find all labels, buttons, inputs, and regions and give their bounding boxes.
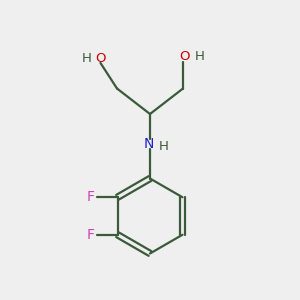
Text: H: H <box>159 140 168 154</box>
Text: N: N <box>143 137 154 151</box>
Text: F: F <box>86 228 94 242</box>
Text: O: O <box>95 52 106 65</box>
Text: H: H <box>195 50 204 64</box>
Text: H: H <box>82 52 92 65</box>
Text: O: O <box>179 50 190 64</box>
Text: F: F <box>86 190 94 204</box>
